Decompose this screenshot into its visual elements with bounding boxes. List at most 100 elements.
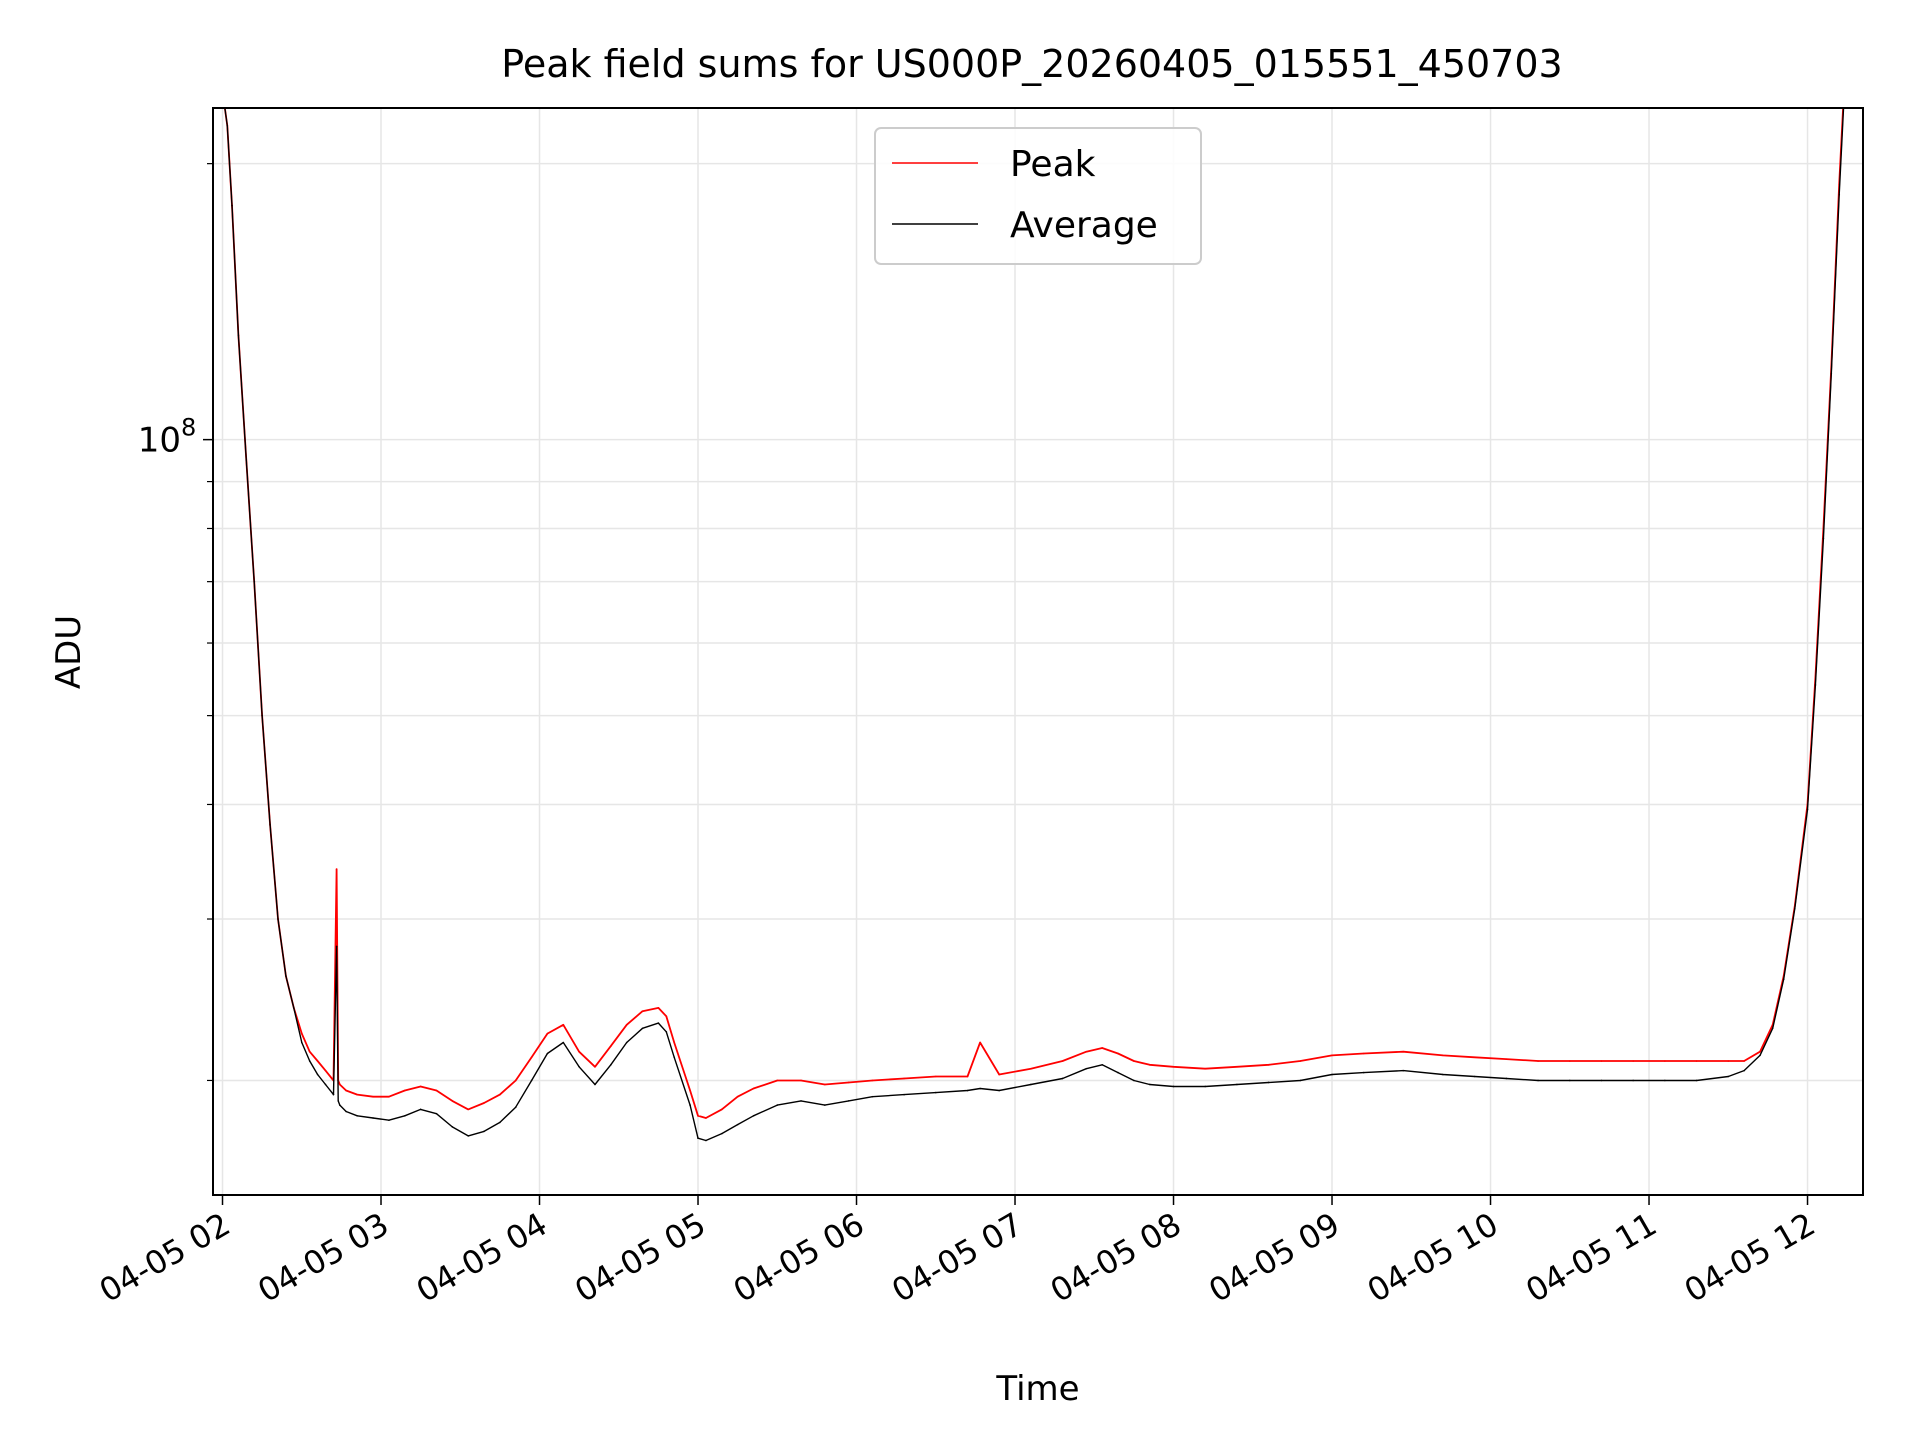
y-axis-ticks: 108 — [138, 163, 213, 1082]
data-point-average — [1806, 808, 1809, 811]
data-point-average — [1473, 1075, 1476, 1078]
data-point-average — [800, 1100, 802, 1102]
data-point-peak — [1061, 1060, 1064, 1062]
data-point-average — [269, 824, 271, 826]
data-point-peak — [934, 1075, 937, 1078]
chart-title: Peak field sums for US000P_20260405_0155… — [501, 42, 1562, 86]
data-point-peak — [1148, 1064, 1151, 1066]
data-point-peak — [1442, 1054, 1444, 1057]
data-point-peak — [1743, 1060, 1745, 1062]
data-point-average — [514, 1106, 517, 1109]
data-point-peak — [665, 1015, 668, 1018]
grid-lines — [213, 108, 1863, 1195]
data-point-average — [641, 1027, 644, 1030]
data-point-average — [1664, 1079, 1666, 1082]
data-point-average — [657, 1022, 660, 1024]
data-point-average — [665, 1030, 668, 1033]
data-point-peak — [419, 1085, 422, 1088]
data-point-average — [237, 334, 240, 336]
data-point-peak — [578, 1050, 580, 1053]
data-point-average — [1402, 1069, 1405, 1072]
data-point-average — [293, 1007, 295, 1009]
data-point-average — [1204, 1085, 1207, 1088]
data-point-average — [337, 1100, 340, 1102]
data-point-average — [1814, 684, 1817, 686]
data-point-average — [316, 1073, 319, 1076]
data-point-average — [1101, 1064, 1103, 1066]
data-point-peak — [1695, 1060, 1698, 1062]
data-point-average — [1632, 1079, 1634, 1082]
data-point-average — [562, 1041, 565, 1044]
data-point-average — [356, 1115, 359, 1117]
data-point-peak — [345, 1089, 347, 1092]
data-point-average — [467, 1135, 469, 1137]
y-tick-exponent: 8 — [181, 414, 196, 442]
data-point-peak — [300, 1032, 303, 1035]
data-point-average — [689, 1104, 691, 1106]
data-point-average — [1331, 1073, 1333, 1076]
data-point-average — [752, 1115, 755, 1117]
data-point-average — [245, 459, 248, 461]
data-point-average — [1771, 1027, 1774, 1030]
data-point-average — [998, 1089, 1000, 1092]
data-point-peak — [673, 1041, 676, 1044]
data-point-peak — [1299, 1060, 1302, 1062]
data-point-average — [261, 714, 263, 717]
data-point-average — [673, 1056, 676, 1059]
data-point-average — [697, 1137, 699, 1139]
data-point-peak — [1267, 1064, 1270, 1066]
data-point-average — [1267, 1081, 1270, 1084]
data-point-average — [530, 1079, 533, 1082]
y-tick-base: 10 — [138, 421, 181, 461]
data-point-peak — [388, 1095, 390, 1098]
data-point-peak — [800, 1079, 802, 1082]
data-point-average — [1537, 1079, 1539, 1082]
data-point-average — [1794, 907, 1796, 910]
data-point-peak — [335, 868, 338, 870]
data-point-average — [277, 918, 279, 920]
data-point-peak — [1727, 1060, 1730, 1062]
data-point-average — [308, 1060, 311, 1062]
data-point-average — [1727, 1075, 1730, 1078]
data-point-average — [285, 975, 287, 977]
data-point-average — [934, 1091, 937, 1094]
data-point-peak — [1537, 1060, 1539, 1062]
data-point-average — [903, 1093, 905, 1096]
data-point-average — [499, 1121, 501, 1124]
data-point-average — [1117, 1071, 1119, 1074]
data-point-average — [300, 1041, 303, 1044]
data-point-average — [419, 1108, 422, 1111]
legend-label-average: Average — [1010, 205, 1158, 246]
data-point-peak — [1473, 1056, 1476, 1059]
data-point-peak — [594, 1065, 596, 1068]
data-point-peak — [1331, 1054, 1333, 1057]
data-point-average — [332, 1093, 335, 1096]
data-point-peak — [657, 1007, 660, 1009]
data-point-peak — [1759, 1050, 1761, 1053]
data-point-peak — [530, 1056, 533, 1059]
data-point-peak — [641, 1010, 644, 1012]
data-point-peak — [339, 1083, 341, 1086]
data-point-average — [388, 1119, 390, 1122]
data-point-peak — [966, 1075, 969, 1078]
data-point-peak — [1236, 1065, 1238, 1068]
data-point-average — [578, 1065, 580, 1068]
data-point-peak — [316, 1060, 319, 1062]
data-point-peak — [847, 1081, 850, 1084]
data-point-peak — [546, 1032, 549, 1035]
data-point-average — [253, 580, 256, 583]
data-point-average — [226, 124, 229, 127]
data-point-average — [1830, 372, 1833, 375]
data-point-peak — [403, 1089, 406, 1092]
data-point-average — [1743, 1069, 1745, 1072]
data-point-peak — [824, 1083, 826, 1086]
data-point-peak — [736, 1095, 739, 1098]
data-point-average — [847, 1100, 850, 1102]
data-point-average — [345, 1110, 347, 1113]
data-point-average — [1362, 1071, 1365, 1074]
data-point-average — [1822, 537, 1825, 540]
data-point-peak — [610, 1045, 612, 1047]
data-point-peak — [720, 1108, 723, 1111]
data-point-average — [1759, 1054, 1761, 1057]
